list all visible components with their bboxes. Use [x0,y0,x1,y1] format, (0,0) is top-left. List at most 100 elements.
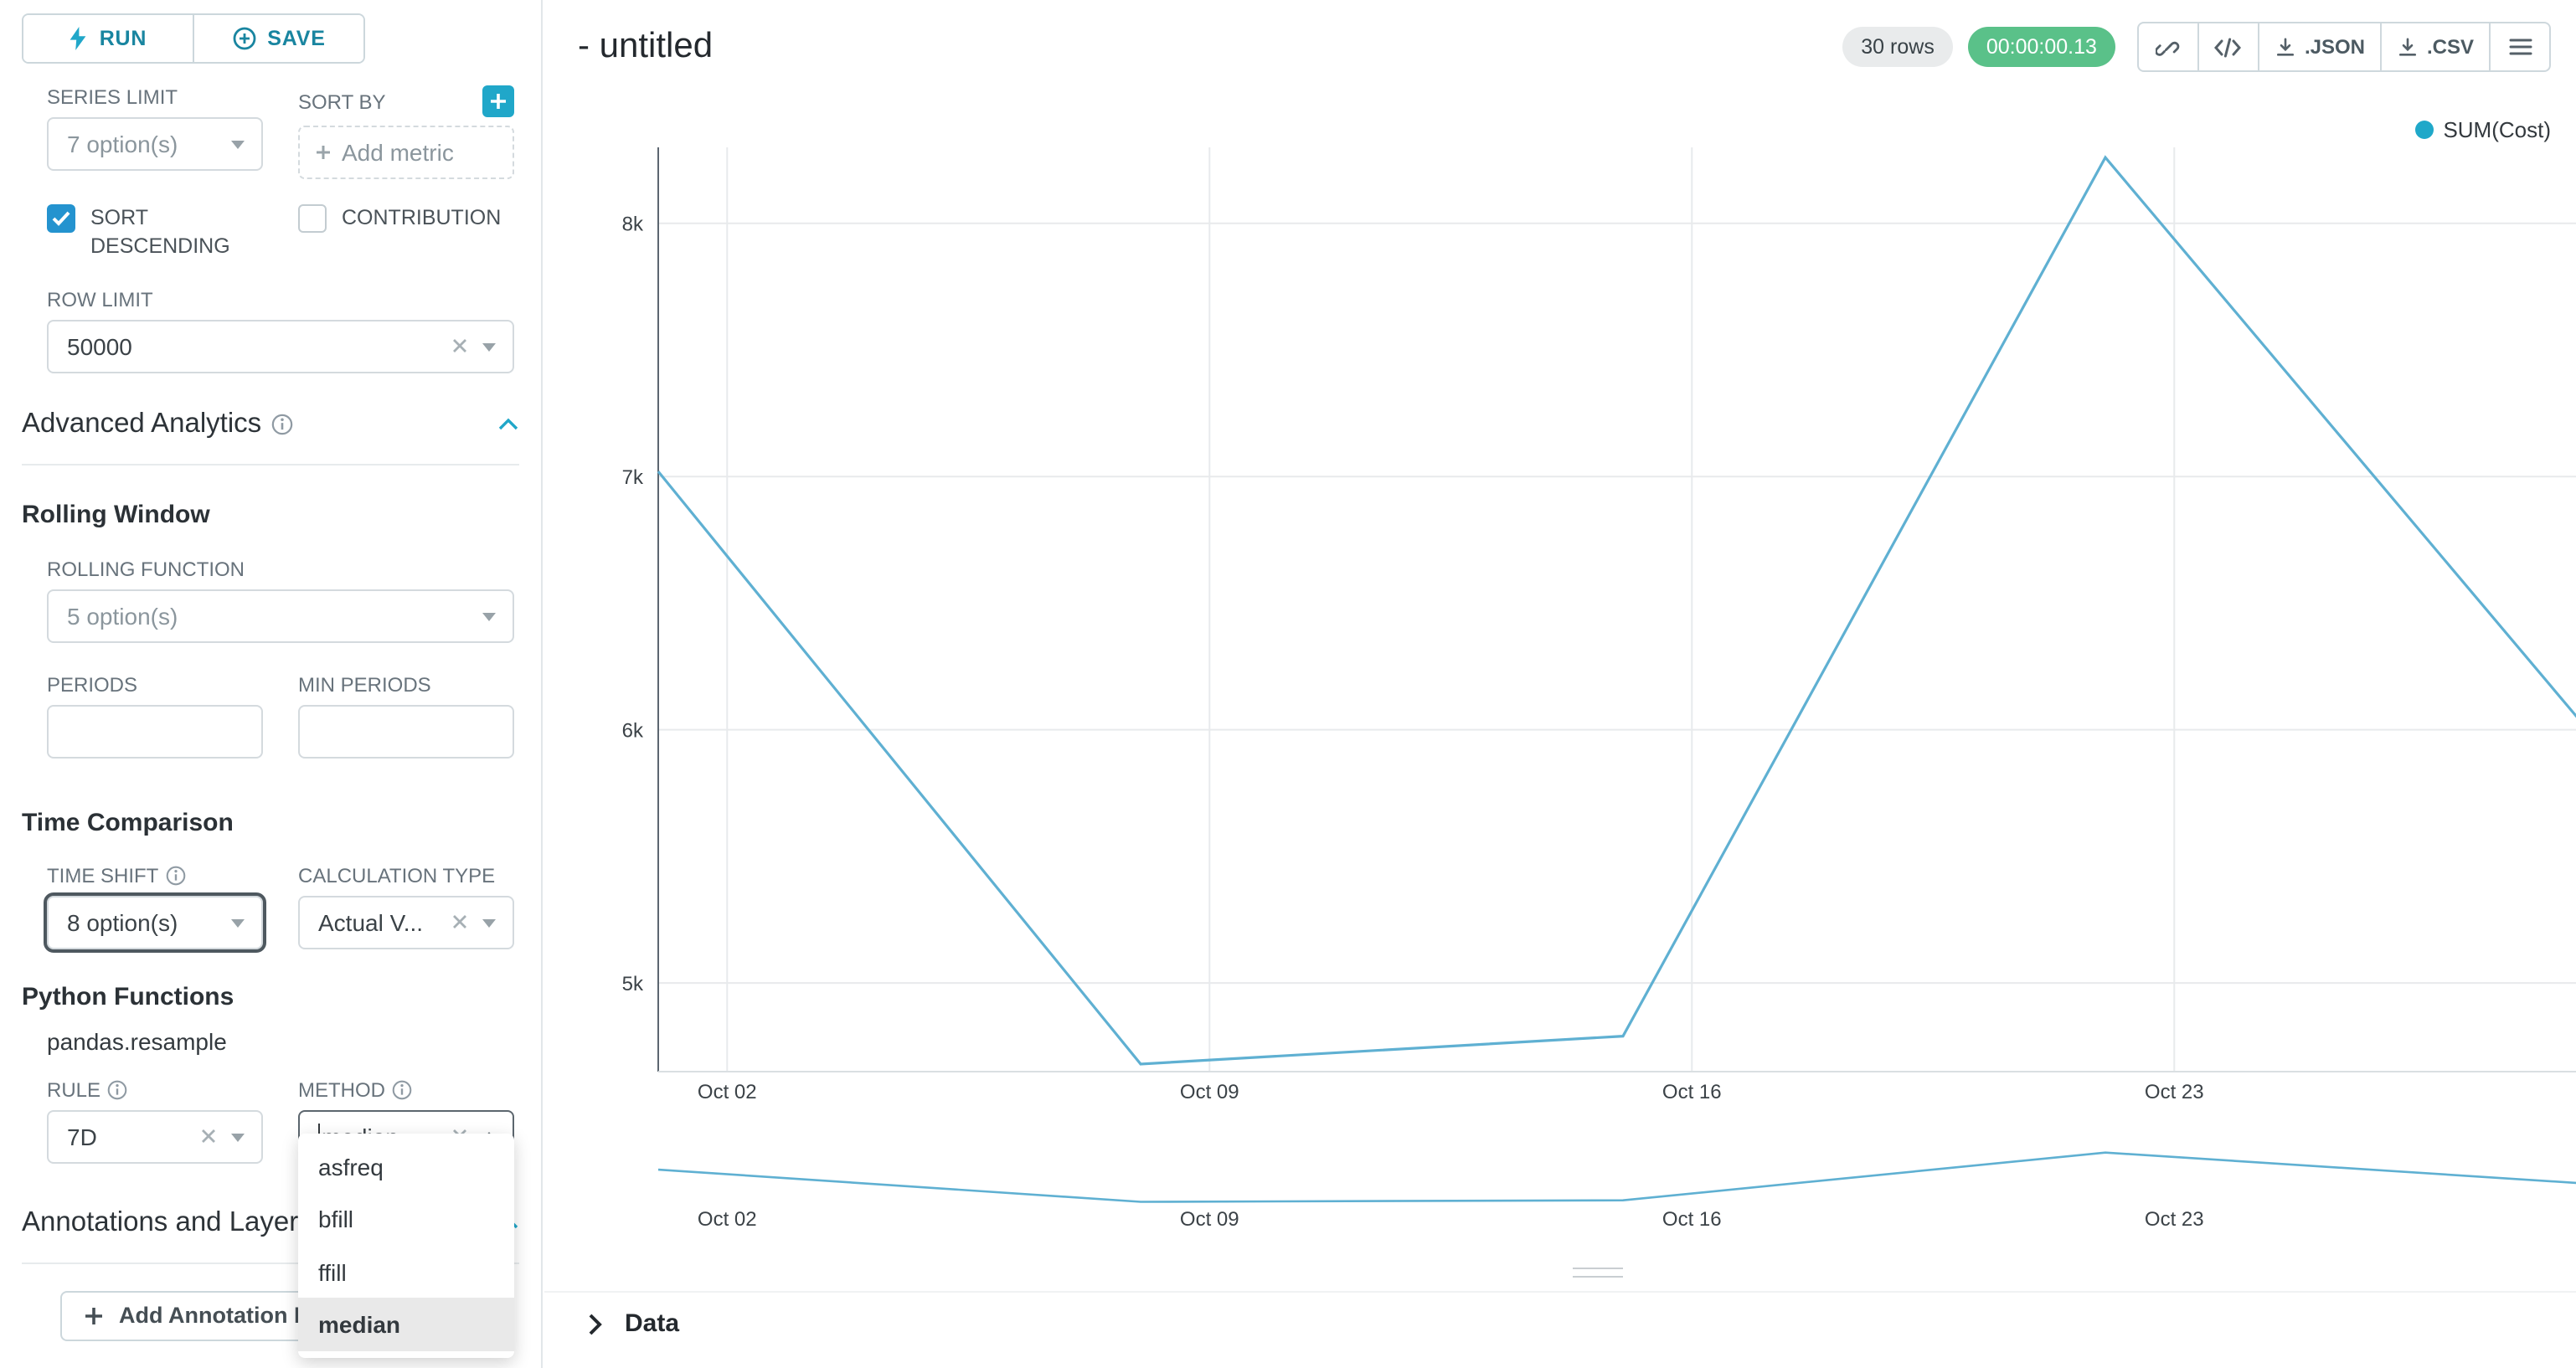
sort-by-select[interactable]: Add metric [298,126,514,179]
svg-text:Oct 23: Oct 23 [2145,1081,2204,1103]
method-option-asfreq[interactable]: asfreq [318,1153,384,1180]
method-option-median[interactable]: median [298,1298,514,1351]
sort-by-placeholder: Add metric [342,139,454,166]
time-comparison-title: Time Comparison [22,808,234,837]
row-limit-label: ROW LIMIT [47,287,153,311]
clear-icon[interactable] [452,338,467,353]
run-save-toolbar: RUN SAVE [22,13,365,64]
info-icon [271,414,293,435]
save-label: SAVE [267,27,326,50]
embed-code-button[interactable] [2197,22,2259,72]
checkbox-unchecked-icon [298,204,327,233]
info-icon [392,1080,412,1100]
chevron-right-icon [589,1313,602,1335]
chevron-down-icon [231,918,245,928]
run-label: RUN [99,27,147,50]
row-limit-select[interactable]: 50000 [47,319,514,373]
method-option-ffill[interactable]: ffill [318,1258,347,1285]
link-icon [2155,40,2180,55]
chevron-down-icon [231,141,245,149]
data-panel-label: Data [625,1309,680,1338]
min-periods-label: MIN PERIODS [298,672,431,697]
panel-divider [544,1291,2576,1293]
calculation-type-label: CALCULATION TYPE [298,863,496,887]
chart-header: - untitled 30 rows 00:00:00.13 [544,0,2576,72]
timer-badge: 00:00:00.13 [1967,27,2115,67]
plus-circle-icon [232,27,255,50]
svg-text:Oct 16: Oct 16 [1662,1208,1722,1231]
svg-text:Oct 09: Oct 09 [1180,1208,1239,1231]
calculation-type-value: Actual V... [318,908,424,936]
svg-text:Oct 09: Oct 09 [1180,1081,1239,1103]
svg-text:Oct 16: Oct 16 [1662,1081,1722,1103]
rule-label: RULE [47,1077,101,1102]
svg-text:Oct 02: Oct 02 [698,1208,757,1231]
control-panel: RUN SAVE SERIES LIMIT 7 option(s) SORT B… [0,0,543,1368]
legend-label: SUM(Cost) [2443,117,2551,142]
json-label: .JSON [2304,35,2365,59]
rolling-function-select[interactable]: 5 option(s) [47,589,514,643]
rows-badge: 30 rows [1842,27,1953,67]
periods-label: PERIODS [47,672,138,697]
code-icon [2214,37,2242,57]
info-icon [165,866,185,886]
sort-descending-label: SORT DESCENDING [90,206,230,258]
svg-text:Oct 02: Oct 02 [698,1081,757,1103]
line-chart[interactable]: 5k 6k 7k 8k Oct 02 Oct 02 Oct 09 Oct 09 Oct 16 Oc… [544,100,2576,1239]
plus-icon [317,146,330,159]
more-menu-button[interactable] [2489,22,2551,72]
svg-text:Oct 23: Oct 23 [2145,1208,2204,1231]
svg-text:6k: 6k [622,720,644,743]
clear-icon[interactable] [201,1129,216,1144]
chart-legend[interactable]: SUM(Cost) [2414,117,2551,142]
hamburger-menu-icon [2508,39,2532,55]
sort-by-label: SORT BY [298,90,386,113]
time-shift-label: TIME SHIFT [47,863,159,887]
method-label: METHOD [298,1077,385,1102]
chevron-down-icon [482,342,496,352]
periods-input[interactable] [47,704,263,759]
python-functions-title: Python Functions [22,982,234,1011]
time-shift-value: 8 option(s) [67,908,178,936]
svg-text:5k: 5k [622,973,644,995]
time-shift-select[interactable]: 8 option(s) [44,892,266,953]
download-icon [2398,37,2416,55]
row-limit-value: 50000 [67,332,132,360]
svg-text:8k: 8k [622,213,644,236]
contribution-label: CONTRIBUTION [342,206,502,229]
export-json-button[interactable]: .JSON [2257,22,2382,72]
chevron-down-icon [482,612,496,621]
method-dropdown-menu: asfreq bfill ffill median [298,1133,514,1358]
csv-label: .CSV [2426,35,2474,59]
plus-icon [85,1307,102,1324]
series-limit-select[interactable]: 7 option(s) [47,117,263,171]
rule-select[interactable]: 7D [47,1109,263,1164]
series-limit-label: SERIES LIMIT [47,85,178,109]
run-button[interactable]: RUN [23,15,193,62]
svg-text:7k: 7k [622,466,644,489]
advanced-analytics-header[interactable]: Advanced Analytics [22,409,519,465]
save-button[interactable]: SAVE [193,15,363,62]
legend-dot-icon [2414,121,2434,139]
add-metric-plus-button[interactable] [482,85,514,117]
chart-panel: - untitled 30 rows 00:00:00.13 [544,0,2576,1368]
data-panel-toggle[interactable]: Data [588,1309,679,1338]
clear-icon[interactable] [452,914,467,929]
min-periods-input[interactable] [298,704,514,759]
annotations-header[interactable]: Annotations and Layers [22,1207,519,1264]
method-option-bfill[interactable]: bfill [318,1206,354,1232]
download-icon [2276,37,2294,55]
copy-link-button[interactable] [2136,22,2199,72]
chevron-up-icon [497,417,519,432]
contribution-checkbox[interactable]: CONTRIBUTION [298,204,514,261]
rolling-function-label: ROLLING FUNCTION [47,557,245,581]
rolling-window-title: Rolling Window [22,500,210,529]
sort-descending-checkbox[interactable]: SORT DESCENDING [47,204,263,261]
export-csv-button[interactable]: .CSV [2379,22,2491,72]
resize-handle[interactable] [1573,1268,1623,1278]
series-limit-value: 7 option(s) [67,131,178,157]
chevron-down-icon [482,918,496,928]
calculation-type-select[interactable]: Actual V... [298,895,514,949]
advanced-analytics-title: Advanced Analytics [22,408,262,439]
